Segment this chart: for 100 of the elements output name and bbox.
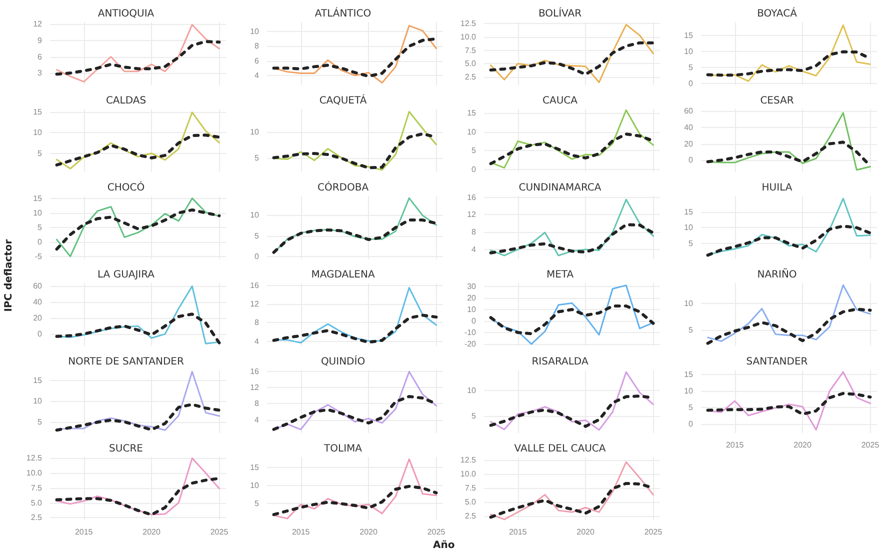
- y-tick-label: 10: [33, 396, 43, 406]
- y-tick-label: 10: [250, 481, 260, 490]
- y-tick-label: 5.0: [30, 498, 43, 508]
- y-tick-label: 10: [684, 298, 694, 308]
- y-tick-label: 15: [467, 108, 477, 118]
- line-series: [56, 198, 220, 258]
- chart-title: TOLIMA: [323, 444, 362, 454]
- y-tick-label: 10: [467, 386, 477, 395]
- y-tick-label: 30: [467, 282, 477, 291]
- y-tick-label: 0: [688, 156, 694, 165]
- chart-title: BOYACÁ: [757, 6, 798, 20]
- y-tick-label: 60: [33, 282, 43, 291]
- y-tick-label: 8: [254, 318, 260, 328]
- x-tick-label: 2020: [576, 528, 595, 536]
- y-tick-label: 8: [472, 228, 477, 237]
- chart-title: CÓRDOBA: [317, 180, 369, 194]
- y-tick-label: 5: [472, 412, 477, 421]
- chart-title: VALLE DEL CAUCA: [514, 444, 606, 454]
- line-series: [55, 312, 221, 344]
- y-tick-label: 5: [254, 231, 260, 240]
- y-tick-label: 5: [254, 154, 260, 163]
- y-tick-label: 15: [33, 194, 43, 203]
- chart-title: META: [546, 270, 574, 280]
- y-tick-label: 15: [684, 207, 694, 216]
- y-tick-label: 15: [33, 376, 43, 385]
- y-tick-label: 20: [684, 139, 694, 148]
- y-tick-label: 16: [250, 280, 260, 290]
- x-tick-label: 2025: [210, 528, 229, 536]
- y-tick-label: 0: [688, 420, 694, 429]
- chart-title: ANTIOQUIA: [98, 8, 154, 20]
- chart-title: CUNDINAMARCA: [518, 182, 602, 194]
- y-tick-label: 7.5: [30, 483, 43, 492]
- y-tick-label: 10: [33, 208, 43, 218]
- line-series: [490, 24, 654, 84]
- line-series: [56, 457, 220, 516]
- y-tick-label: 5: [38, 148, 43, 158]
- y-tick-label: 5: [688, 62, 694, 72]
- y-tick-label: 20: [33, 314, 43, 323]
- y-tick-label: 6: [38, 52, 43, 62]
- x-axis-title: Año: [433, 540, 455, 551]
- y-tick-label: 5.0: [464, 498, 477, 506]
- y-tick-label: -10: [464, 328, 477, 338]
- y-tick-label: 12.5: [26, 454, 43, 463]
- line-series: [489, 304, 655, 336]
- x-tick-label: 2015: [726, 440, 744, 450]
- y-tick-label: 9: [38, 36, 43, 45]
- y-tick-label: 10.0: [26, 468, 43, 478]
- chart-title: ATLÁNTICO: [314, 6, 372, 20]
- y-tick-label: 16: [467, 192, 477, 202]
- y-tick-label: 5: [38, 222, 43, 232]
- y-tick-label: 12: [467, 210, 477, 220]
- chart-title: NORTE DE SANTANDER: [68, 356, 184, 368]
- y-tick-label: 15: [33, 107, 43, 116]
- y-tick-label: 0: [472, 165, 477, 174]
- x-tick-label: 2025: [427, 528, 446, 536]
- chart-title: CHOCÓ: [107, 180, 145, 194]
- line-series: [272, 218, 438, 254]
- y-tick-label: 10.0: [460, 469, 477, 478]
- y-tick-label: 5.0: [464, 59, 477, 68]
- line-series: [56, 112, 220, 170]
- line-series: [55, 402, 221, 432]
- y-tick-label: 7.5: [464, 46, 477, 55]
- y-tick-label: 16: [250, 367, 260, 376]
- x-tick-label: 2015: [292, 528, 310, 536]
- line-series: [490, 371, 654, 431]
- y-tick-label: 8: [254, 399, 260, 408]
- x-tick-label: 2020: [360, 528, 378, 536]
- y-tick-label: 10: [684, 223, 694, 232]
- line-series: [55, 40, 221, 76]
- x-tick-label: 2015: [74, 528, 94, 536]
- line-series: [490, 198, 654, 256]
- y-tick-label: 3: [38, 68, 43, 78]
- y-tick-label: 4: [254, 336, 260, 346]
- chart-title: NARIÑO: [757, 268, 797, 280]
- y-tick-label: 15: [684, 30, 694, 40]
- y-tick-label: 10: [250, 27, 260, 36]
- line-series: [272, 484, 438, 516]
- y-tick-label: 5: [254, 499, 260, 508]
- y-tick-label: 12.5: [460, 19, 477, 28]
- y-tick-label: 4: [472, 244, 477, 254]
- line-series: [273, 458, 437, 520]
- y-tick-label: 5: [472, 146, 477, 156]
- y-tick-label: 7.5: [464, 483, 477, 492]
- y-tick-label: 0: [472, 316, 477, 326]
- y-tick-label: 2.5: [464, 512, 477, 521]
- y-tick-label: 10: [250, 127, 260, 136]
- chart-title: LA GUAJIRA: [97, 270, 155, 280]
- y-tick-label: 10.0: [460, 32, 477, 42]
- y-tick-label: 4: [254, 415, 260, 424]
- y-tick-label: 0: [38, 237, 43, 246]
- y-tick-label: 5: [688, 238, 694, 248]
- y-tick-label: 0: [38, 330, 43, 339]
- chart-title: MAGDALENA: [311, 270, 375, 280]
- line-series: [489, 41, 655, 76]
- y-tick-label: 40: [684, 123, 694, 132]
- line-series: [490, 109, 654, 169]
- y-tick-label: 40: [33, 298, 43, 307]
- y-tick-label: 5: [688, 325, 694, 334]
- y-tick-label: 60: [684, 106, 694, 116]
- line-series: [707, 284, 871, 342]
